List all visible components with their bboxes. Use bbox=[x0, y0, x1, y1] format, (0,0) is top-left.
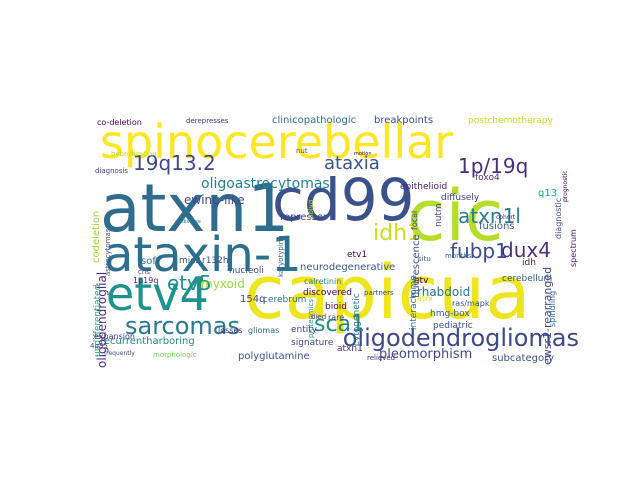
word-cloud-term: idh bbox=[522, 258, 536, 268]
word-cloud-term: spectrum bbox=[569, 229, 578, 268]
word-cloud-term: spindling bbox=[548, 290, 557, 328]
word-cloud-term: recurrentharboring bbox=[100, 336, 195, 347]
word-cloud-term: oligodendrogliomas bbox=[342, 324, 579, 352]
word-cloud-term: losses bbox=[218, 326, 243, 335]
word-cloud-term: codeletion bbox=[91, 210, 102, 263]
word-cloud-term: 19q13.2 bbox=[133, 151, 216, 175]
word-cloud-term: soft bbox=[141, 256, 160, 267]
word-cloud-term: r132h bbox=[202, 256, 229, 266]
word-cloud-term: etv4 bbox=[106, 267, 209, 321]
word-cloud-term: partners bbox=[364, 289, 394, 297]
word-cloud-term: disease bbox=[182, 219, 201, 225]
word-cloud-term: interactome bbox=[409, 275, 419, 331]
word-cloud-term: diagnostic bbox=[554, 197, 563, 239]
word-cloud-term: sca1 bbox=[314, 312, 366, 337]
word-cloud-term: polyq bbox=[307, 199, 315, 219]
word-cloud-term: karyotyping bbox=[277, 235, 285, 278]
word-cloud-term: hybridization bbox=[111, 150, 157, 158]
word-cloud-term: 1p19q bbox=[133, 276, 159, 285]
word-cloud-term: morphologic bbox=[153, 351, 197, 359]
word-cloud-term: atxn1 bbox=[337, 344, 363, 354]
word-cloud-term: gliomas bbox=[248, 326, 280, 335]
word-cloud-term: nutm bbox=[434, 202, 444, 227]
word-cloud-term: sarcomas bbox=[125, 312, 241, 340]
word-cloud-term: rhabdoid bbox=[417, 285, 471, 299]
word-cloud-term: derepresses bbox=[186, 117, 229, 125]
word-cloud-term: 154q bbox=[240, 294, 266, 305]
word-cloud-term: rare bbox=[328, 313, 345, 322]
word-cloud-term: idh1 bbox=[373, 221, 422, 246]
word-cloud-term: cerebrum bbox=[263, 295, 307, 305]
word-cloud-term: signature bbox=[291, 338, 334, 348]
word-cloud-term: astrocytomas bbox=[104, 228, 112, 277]
word-cloud-term: months bbox=[445, 252, 472, 260]
word-cloud-term: cic bbox=[407, 175, 504, 257]
word-cloud-term: diffusely bbox=[441, 193, 480, 203]
word-cloud-term: q13 bbox=[538, 188, 558, 199]
word-cloud-term: relieved bbox=[367, 354, 396, 362]
word-cloud-term: breakpoints bbox=[374, 115, 434, 126]
word-cloud-term: etv1 bbox=[347, 250, 368, 260]
word-cloud-term: cytogenetic bbox=[352, 293, 362, 347]
word-cloud-term: fubp1 bbox=[450, 239, 508, 263]
word-cloud-term: co-deletion bbox=[97, 118, 142, 127]
word-cloud-term: nut bbox=[296, 147, 308, 155]
word-cloud-term: mic2 bbox=[179, 256, 201, 266]
word-cloud: capicua atxn1 cic spinocerebellar cd99 ataxin… bbox=[82, 111, 579, 369]
word-cloud-term: expansion bbox=[94, 332, 135, 341]
word-cloud-term: postchemotherapy bbox=[468, 116, 553, 126]
word-cloud-term: atrx bbox=[417, 294, 433, 303]
word-cloud-term: epithelioid bbox=[400, 182, 448, 192]
word-cloud-term: cns bbox=[138, 268, 150, 276]
word-cloud-term: calretinin bbox=[304, 277, 342, 286]
word-cloud-term: ewing-like bbox=[184, 193, 245, 207]
word-cloud-term: atxn1 bbox=[100, 170, 290, 247]
word-cloud-term: pleomorphism bbox=[379, 347, 473, 362]
word-cloud-term: cohort bbox=[496, 214, 516, 221]
word-cloud-term: subcategory bbox=[492, 353, 555, 364]
word-cloud-term: entity bbox=[291, 325, 318, 335]
word-cloud-term: ras/mapk bbox=[452, 299, 490, 308]
word-cloud-term: hmg-box bbox=[430, 309, 470, 319]
word-cloud-term: oligoastrocytomas bbox=[201, 176, 330, 192]
word-cloud-term: cd99 bbox=[272, 166, 415, 234]
word-cloud-term: 1p/19q bbox=[458, 154, 529, 178]
word-cloud-term: motion bbox=[354, 151, 372, 157]
word-cloud-term: polyglutamine bbox=[238, 351, 310, 362]
word-cloud-term: nucleoli bbox=[229, 266, 264, 276]
word-cloud-term: dux4 bbox=[501, 238, 551, 262]
word-cloud-term: myxoid bbox=[201, 277, 245, 291]
word-cloud-term: 4q35 bbox=[90, 342, 108, 350]
word-cloud-term: situ bbox=[418, 255, 431, 263]
word-cloud-term: died bbox=[311, 313, 327, 321]
word-cloud-term: ataxin-1 bbox=[104, 227, 302, 283]
word-cloud-term: etv bbox=[414, 276, 429, 286]
word-cloud-term: foxo4 bbox=[475, 173, 500, 183]
word-cloud-term: spinocerebellar bbox=[100, 115, 454, 169]
word-cloud-term: ataxia bbox=[324, 153, 380, 174]
word-cloud-term: frequently bbox=[104, 350, 135, 357]
word-cloud-term: neurodegenerative bbox=[300, 262, 396, 273]
word-cloud-term: discovered bbox=[303, 288, 352, 298]
word-cloud-term: atxn1l bbox=[458, 204, 521, 228]
word-cloud-term: bioid bbox=[325, 302, 347, 312]
word-cloud-term: etv5 bbox=[167, 271, 212, 295]
word-cloud-term: pediatric bbox=[433, 321, 473, 331]
word-cloud-term: diagnosis bbox=[95, 167, 129, 175]
word-cloud-term: clinicopathologic bbox=[272, 115, 357, 126]
word-cloud-term: prognostic bbox=[562, 170, 569, 202]
word-cloud-term: capicua bbox=[244, 250, 531, 336]
word-cloud-term: focal bbox=[410, 210, 419, 230]
word-cloud-term: repressor bbox=[280, 212, 328, 223]
word-cloud-term: fusions bbox=[479, 221, 515, 232]
word-cloud-term: cerebellum bbox=[502, 274, 553, 284]
